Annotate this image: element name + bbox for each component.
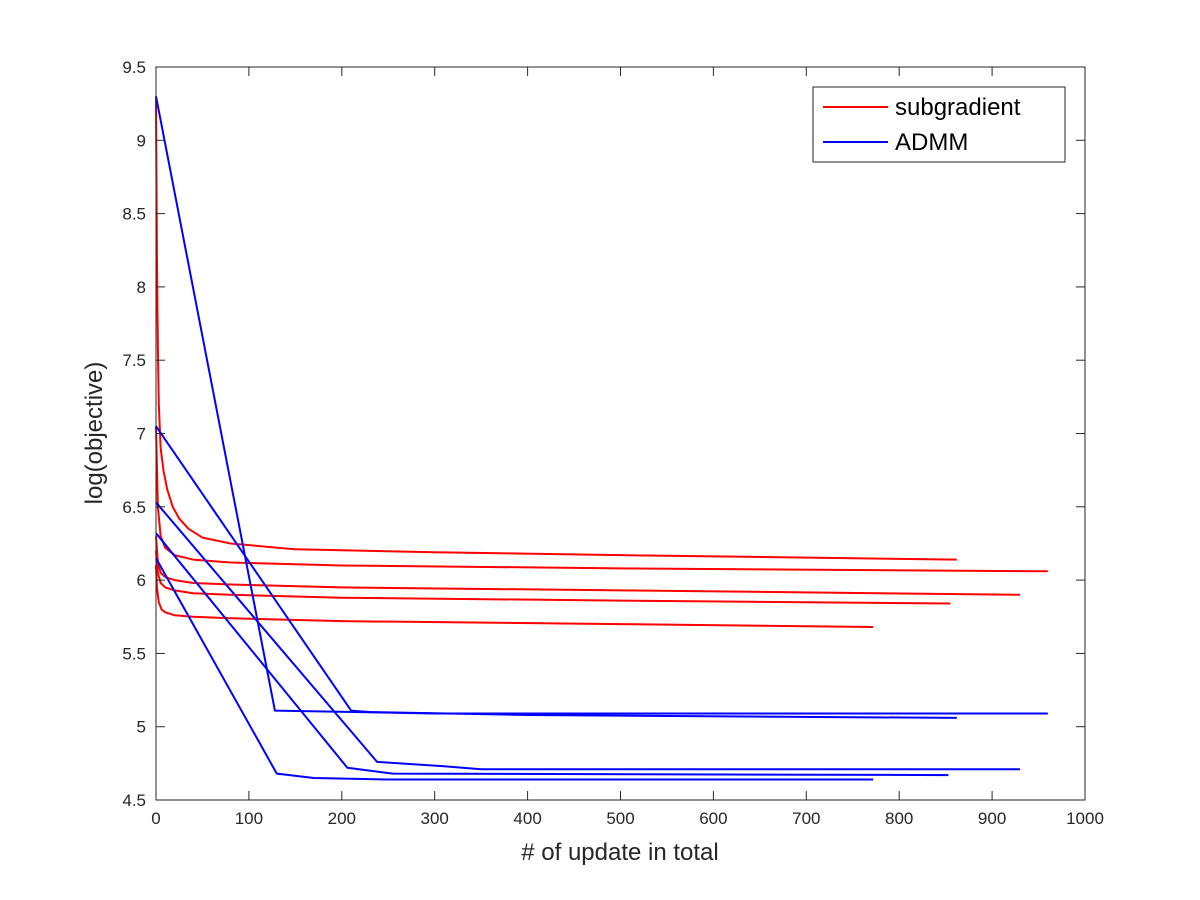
series-admm-line-7 xyxy=(155,425,957,719)
series-subgradient-line-2 xyxy=(155,426,1048,573)
y-tick-label: 5 xyxy=(137,718,146,737)
tick-layer: 0 100 200 300 400 500 600 700 800 900 1000 4.5 5 5.5 6… xyxy=(122,58,1104,828)
y-tick-label: 9 xyxy=(137,131,146,150)
x-tick-label: 700 xyxy=(792,809,820,828)
series-admm-line-9 xyxy=(155,532,949,777)
x-tick-label: 0 xyxy=(151,809,160,828)
series-admm-line-6 xyxy=(155,96,1048,715)
x-tick-label: 1000 xyxy=(1066,809,1104,828)
x-tick-label: 900 xyxy=(978,809,1006,828)
x-tick-label: 600 xyxy=(699,809,727,828)
x-tick-label: 800 xyxy=(885,809,913,828)
plot-background xyxy=(156,67,1085,800)
legend-label-admm: ADMM xyxy=(895,129,968,156)
series-subgradient-line-3 xyxy=(155,536,1020,596)
series-layer xyxy=(155,96,1048,781)
y-axis-label: log(objective) xyxy=(81,362,108,505)
y-tick-label: 8.5 xyxy=(122,205,146,224)
y-tick-label: 8 xyxy=(137,278,146,297)
y-tick-label: 7 xyxy=(137,425,146,444)
series-subgradient-line-1 xyxy=(155,96,957,561)
legend-label-subgradient: subgradient xyxy=(895,94,1021,121)
series-admm-line-10 xyxy=(155,557,874,781)
y-tick-label: 7.5 xyxy=(122,351,146,370)
series-subgradient-line-4 xyxy=(155,550,951,605)
legend-box xyxy=(812,86,1066,163)
legend: subgradient ADMM xyxy=(812,86,1066,163)
y-tick-label: 6.5 xyxy=(122,498,146,517)
y-tick-label: 4.5 xyxy=(122,791,146,810)
y-tick-label: 9.5 xyxy=(122,58,146,77)
x-tick-label: 300 xyxy=(421,809,449,828)
x-tick-label: 500 xyxy=(606,809,634,828)
x-tick-label: 400 xyxy=(513,809,541,828)
y-tick-label: 6 xyxy=(137,571,146,590)
x-axis-label: # of update in total xyxy=(521,839,718,866)
x-tick-label: 100 xyxy=(235,809,263,828)
series-subgradient-line-5 xyxy=(155,565,874,629)
y-tick-label: 5.5 xyxy=(122,644,146,663)
x-tick-label: 200 xyxy=(328,809,356,828)
series-admm-line-8 xyxy=(155,501,1020,771)
